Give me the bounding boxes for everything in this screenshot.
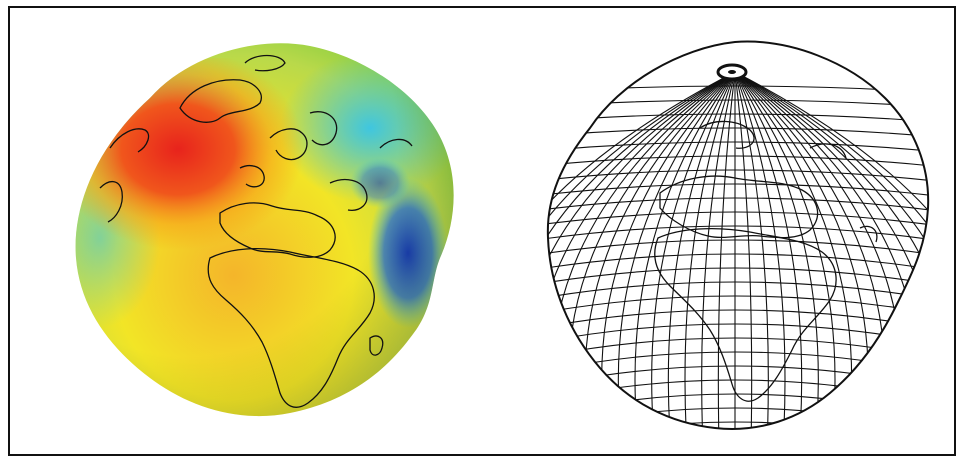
wireframe-meridian-line [634, 71, 736, 429]
wireframe-meridian-line [734, 71, 786, 429]
wireframe-meridian-line [547, 71, 736, 429]
wireframe-meridian-line [717, 71, 736, 429]
wireframe-meridian-line [734, 71, 803, 429]
geoid-wireframe-globe-icon [530, 40, 940, 454]
wireframe-meridian-line [547, 71, 736, 429]
wireframe-meridian-line [734, 71, 929, 429]
wireframe-meridian-line [547, 71, 736, 429]
wireframe-meridian-line [734, 71, 929, 429]
colored-geoid-panel [40, 8, 470, 454]
geoid-colored-globe-icon [75, 43, 454, 417]
figure-frame [8, 6, 956, 456]
wireframe-meridian-line [734, 71, 929, 429]
wireframe-meridian-line [547, 71, 736, 429]
wireframe-meridian-line [734, 71, 769, 429]
wireframe-meridian-line [734, 71, 929, 429]
wireframe-parallel-line [530, 436, 940, 454]
wireframe-meridian-line [547, 71, 736, 429]
wireframe-meridian-line [667, 71, 736, 429]
wireframe-geoid-panel [510, 8, 950, 454]
wireframe-meridian-line [701, 71, 736, 429]
wireframe-meridian-line [734, 71, 753, 429]
wireframe-meridian-line [734, 71, 929, 429]
wireframe-meridian-line [734, 71, 819, 429]
wireframe-meridian-line [684, 71, 736, 429]
wireframe-meridian-line [651, 71, 736, 429]
